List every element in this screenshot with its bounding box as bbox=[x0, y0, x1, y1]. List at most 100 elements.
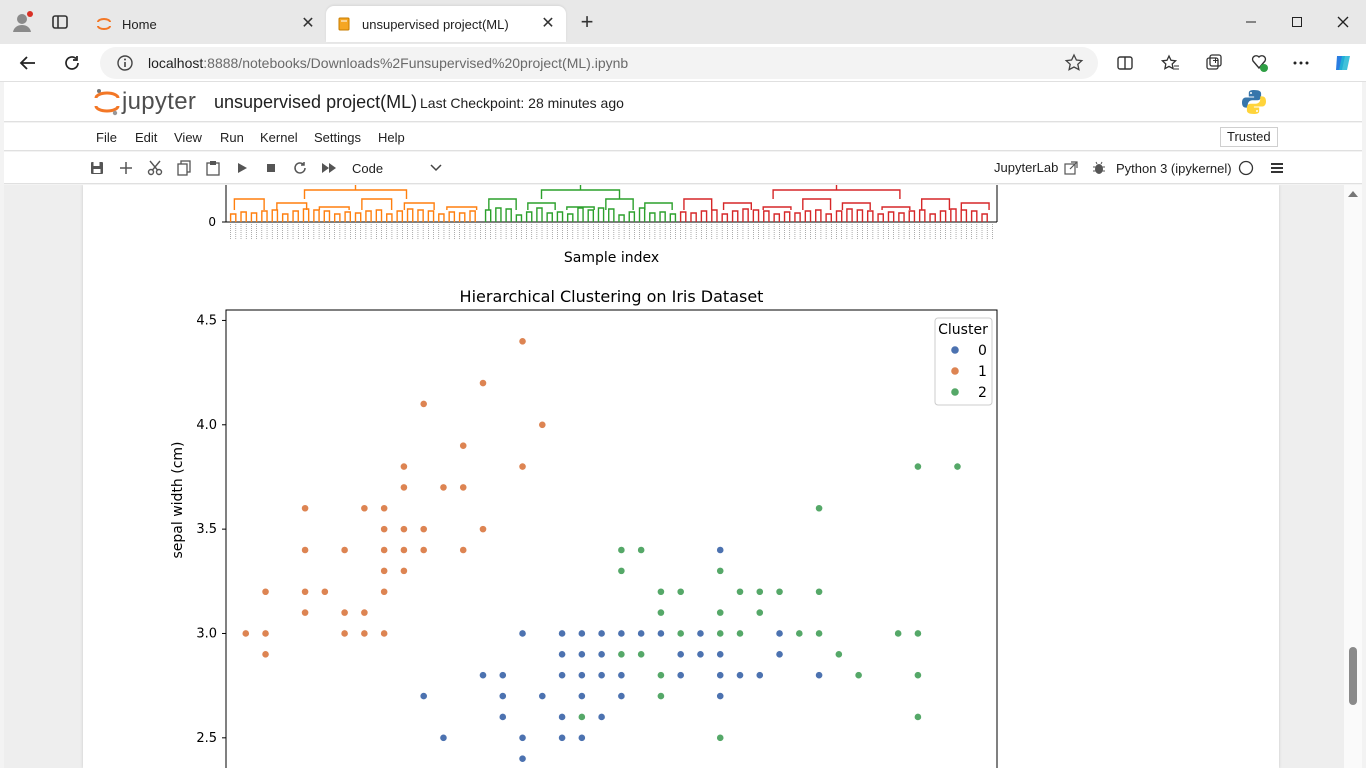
refresh-icon[interactable] bbox=[61, 52, 83, 74]
browser-tab-home[interactable]: Home ✕ bbox=[86, 6, 326, 42]
dendro-link bbox=[271, 209, 279, 222]
scatter-ytick-label: 4.5 bbox=[196, 313, 217, 328]
minimize-icon[interactable] bbox=[1228, 8, 1274, 36]
scatter-ytick-label: 3.5 bbox=[196, 522, 217, 537]
scatter-point-cluster-2 bbox=[637, 650, 646, 659]
dendro-link bbox=[846, 208, 853, 222]
run-icon[interactable] bbox=[233, 159, 251, 177]
back-arrow-icon[interactable] bbox=[17, 52, 39, 74]
favorite-star-icon[interactable] bbox=[1064, 53, 1084, 73]
browser-tab-notebook[interactable]: unsupervised project(ML) ✕ bbox=[326, 6, 566, 42]
copilot-icon[interactable] bbox=[1332, 52, 1354, 74]
scatter-point-cluster-0 bbox=[518, 629, 527, 638]
dendro-link bbox=[898, 212, 905, 222]
browser-essentials-icon[interactable] bbox=[1248, 52, 1270, 74]
save-icon[interactable] bbox=[88, 159, 106, 177]
scatter-legend: Cluster 0 1 2 bbox=[934, 317, 993, 406]
menu-bar: File Edit View Run Kernel Settings Help … bbox=[4, 123, 1362, 151]
fast-forward-icon[interactable] bbox=[320, 159, 338, 177]
split-screen-icon[interactable] bbox=[1114, 52, 1136, 74]
debugger-bug-icon[interactable] bbox=[1092, 161, 1106, 175]
menu-edit[interactable]: Edit bbox=[135, 130, 158, 145]
scatter-point-cluster-0 bbox=[538, 692, 547, 700]
scatter-point-cluster-0 bbox=[716, 692, 725, 700]
dendro-link bbox=[546, 212, 553, 222]
dendro-link bbox=[711, 209, 718, 222]
cell-type-select[interactable]: Code bbox=[352, 159, 442, 177]
tab-actions-icon[interactable] bbox=[50, 12, 70, 32]
scatter-point-cluster-2 bbox=[795, 629, 804, 638]
add-cell-icon[interactable] bbox=[117, 159, 135, 177]
scatter-point-cluster-0 bbox=[597, 713, 606, 721]
close-tab-icon[interactable]: ✕ bbox=[301, 15, 315, 32]
dendro-link bbox=[960, 202, 990, 210]
menu-settings[interactable]: Settings bbox=[314, 130, 361, 145]
dendro-link bbox=[566, 206, 595, 210]
scatter-point-cluster-2 bbox=[953, 462, 962, 471]
dendro-link bbox=[292, 210, 299, 222]
dendro-link bbox=[815, 209, 822, 222]
collections-icon[interactable] bbox=[1203, 52, 1225, 74]
address-bar[interactable]: localhost:8888/notebooks/Downloads%2Funs… bbox=[100, 47, 1098, 79]
close-tab-icon[interactable]: ✕ bbox=[541, 15, 555, 32]
paste-icon[interactable] bbox=[204, 159, 222, 177]
scatter-point-cluster-0 bbox=[558, 713, 566, 721]
site-info-icon[interactable] bbox=[116, 54, 134, 72]
scatter-point-cluster-0 bbox=[577, 650, 586, 659]
restart-icon[interactable] bbox=[291, 159, 309, 177]
scroll-up-arrow-icon[interactable] bbox=[1348, 191, 1358, 197]
scrollbar-thumb[interactable] bbox=[1349, 647, 1357, 705]
scatter-point-cluster-2 bbox=[676, 587, 685, 596]
profile-avatar-icon[interactable] bbox=[10, 10, 34, 34]
cut-icon[interactable] bbox=[146, 159, 164, 177]
menu-file[interactable]: File bbox=[96, 130, 117, 145]
dendro-link bbox=[762, 206, 792, 210]
menu-help[interactable]: Help bbox=[378, 130, 405, 145]
jupyter-wordmark: jupyter bbox=[122, 88, 197, 115]
scatter-point-cluster-1 bbox=[400, 546, 408, 554]
copy-icon[interactable] bbox=[175, 159, 193, 177]
close-window-icon[interactable] bbox=[1320, 8, 1366, 36]
legend-label-2: 2 bbox=[978, 385, 987, 401]
legend-label-1: 1 bbox=[978, 364, 987, 380]
scatter-point-cluster-1 bbox=[479, 379, 487, 387]
menu-view[interactable]: View bbox=[174, 130, 202, 145]
hamburger-menu-icon[interactable] bbox=[1270, 162, 1284, 174]
favorites-icon[interactable] bbox=[1159, 52, 1181, 74]
dendro-link bbox=[261, 210, 268, 222]
scatter-point-cluster-0 bbox=[577, 671, 586, 680]
dendro-link bbox=[802, 198, 832, 210]
dendro-link bbox=[333, 213, 341, 222]
scatter-point-cluster-0 bbox=[577, 692, 586, 700]
dendro-link bbox=[597, 207, 605, 222]
dendro-link bbox=[344, 211, 351, 222]
scatter-point-cluster-1 bbox=[380, 525, 389, 534]
dendro-link bbox=[649, 212, 656, 222]
scatter-point-cluster-1 bbox=[380, 587, 389, 596]
scatter-point-cluster-0 bbox=[498, 713, 507, 721]
maximize-icon[interactable] bbox=[1274, 8, 1320, 36]
menu-kernel[interactable]: Kernel bbox=[260, 130, 298, 145]
stop-icon[interactable] bbox=[262, 159, 280, 177]
dendro-link bbox=[920, 198, 951, 210]
more-options-icon[interactable] bbox=[1290, 52, 1312, 74]
new-tab-button[interactable]: + bbox=[580, 9, 594, 34]
trusted-indicator[interactable]: Trusted bbox=[1220, 127, 1278, 147]
dendro-link bbox=[448, 211, 456, 222]
notebook-title[interactable]: unsupervised project(ML) bbox=[214, 92, 418, 112]
vertical-scrollbar[interactable] bbox=[1344, 185, 1362, 768]
scatter-point-cluster-1 bbox=[340, 629, 349, 638]
jupyter-logo[interactable]: jupyter bbox=[94, 86, 206, 118]
dendro-link bbox=[446, 206, 478, 210]
jupyterlab-link[interactable]: JupyterLab bbox=[994, 160, 1078, 175]
dendro-link bbox=[250, 212, 258, 222]
dendro-link bbox=[313, 209, 320, 222]
dendro-link bbox=[229, 213, 237, 222]
scatter-point-cluster-1 bbox=[340, 608, 349, 617]
scatter-point-cluster-1 bbox=[400, 483, 408, 492]
kernel-status[interactable]: Python 3 (ipykernel) bbox=[1092, 160, 1284, 176]
menu-run[interactable]: Run bbox=[220, 130, 244, 145]
scatter-point-cluster-2 bbox=[914, 671, 922, 680]
dendro-link bbox=[628, 211, 636, 222]
scatter-point-cluster-2 bbox=[775, 587, 784, 596]
